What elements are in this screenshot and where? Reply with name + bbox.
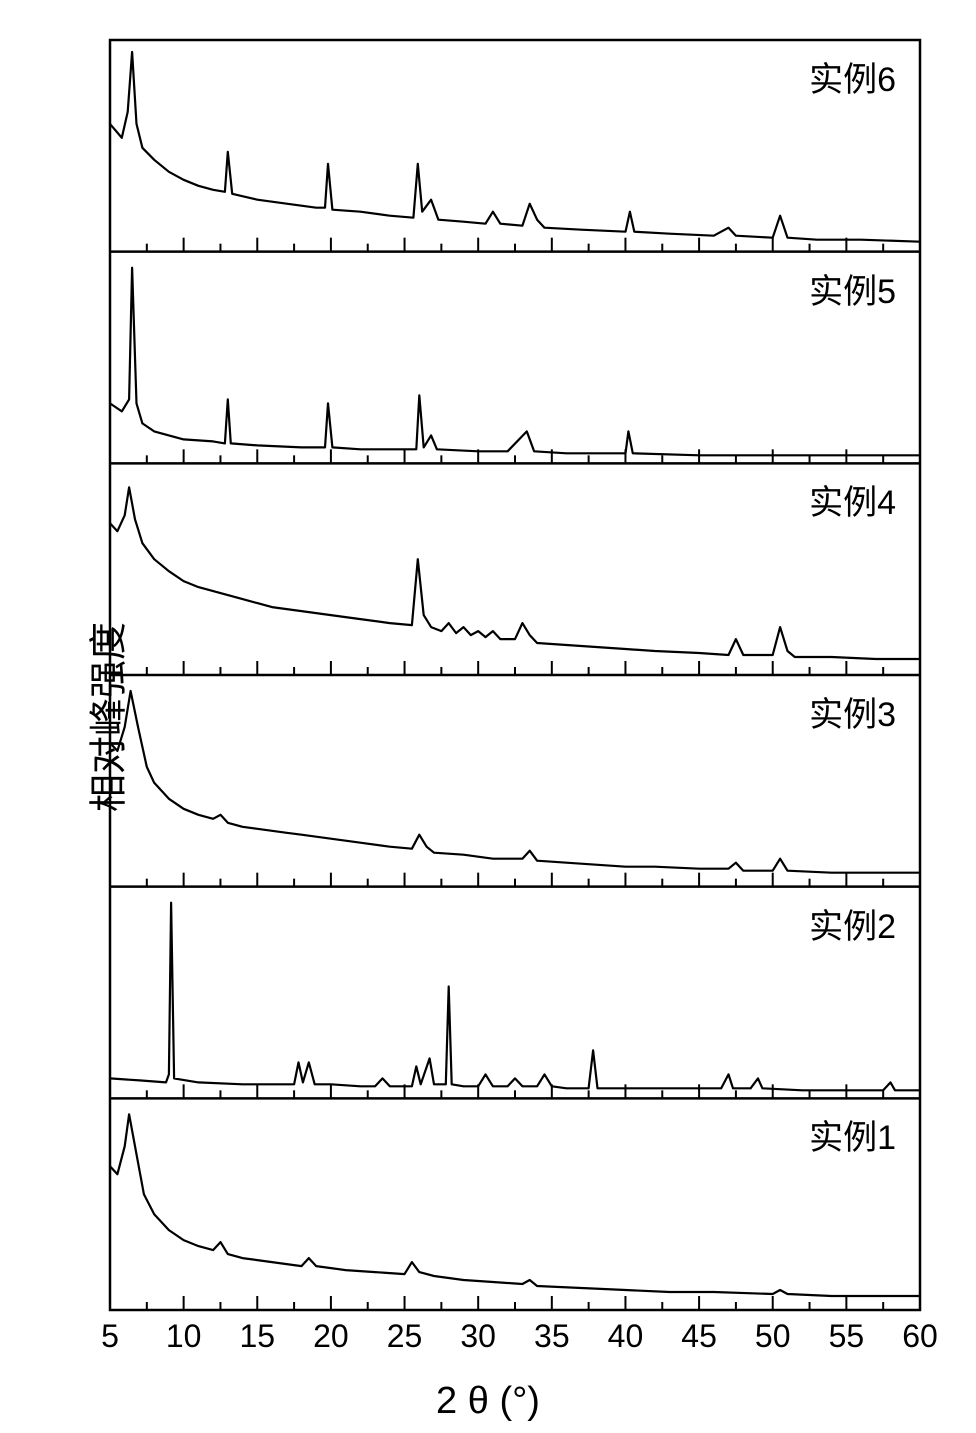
x-tick-label: 35 bbox=[534, 1318, 570, 1355]
x-tick-label: 50 bbox=[755, 1318, 791, 1355]
x-tick-label: 25 bbox=[387, 1318, 423, 1355]
panel-label: 实例6 bbox=[809, 52, 896, 101]
x-tick-label: 60 bbox=[902, 1318, 938, 1355]
x-tick-label: 55 bbox=[829, 1318, 865, 1355]
panel-label: 实例2 bbox=[809, 899, 896, 948]
xrd-chart: 相对峰强度 2 θ (°) 实例6实例5实例4实例3实例2实例151015202… bbox=[0, 0, 976, 1433]
x-tick-label: 30 bbox=[460, 1318, 496, 1355]
panel-label: 实例1 bbox=[809, 1110, 896, 1159]
panel-label: 实例4 bbox=[809, 475, 896, 524]
x-tick-label: 45 bbox=[681, 1318, 717, 1355]
x-tick-label: 15 bbox=[239, 1318, 275, 1355]
x-tick-label: 5 bbox=[101, 1318, 119, 1355]
panel-label: 实例5 bbox=[809, 264, 896, 313]
panel-label: 实例3 bbox=[809, 687, 896, 736]
x-tick-label: 20 bbox=[313, 1318, 349, 1355]
x-tick-label: 10 bbox=[166, 1318, 202, 1355]
x-tick-label: 40 bbox=[608, 1318, 644, 1355]
